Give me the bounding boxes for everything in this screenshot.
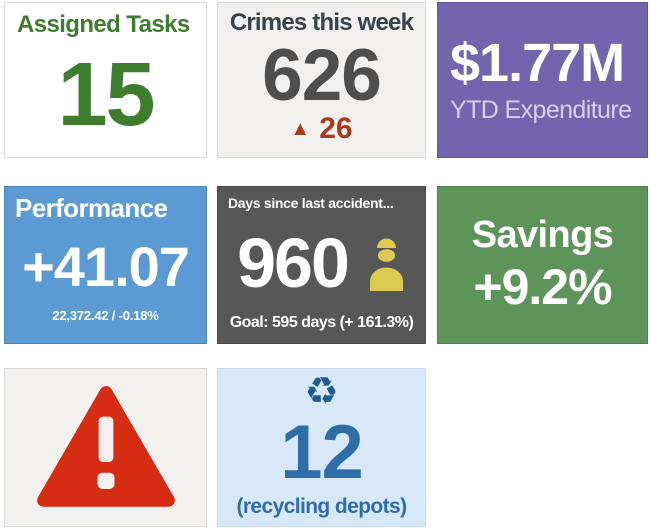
warning-triangle-icon bbox=[35, 382, 177, 513]
recycle-icon: ♻ bbox=[304, 371, 339, 413]
performance-detail: 22,372.42 / -0.18% bbox=[52, 308, 159, 323]
crimes-delta: ▲ 26 bbox=[290, 114, 352, 144]
recycling-value: 12 bbox=[280, 410, 364, 495]
card-savings: Savings +9.2% bbox=[437, 186, 648, 344]
card-performance: Performance +41.07 22,372.42 / -0.18% bbox=[4, 186, 207, 344]
expenditure-value: $1.77M bbox=[450, 32, 625, 93]
accident-value-row: 960 bbox=[218, 211, 425, 314]
savings-value: +9.2% bbox=[473, 259, 612, 316]
crimes-title: Crimes this week bbox=[229, 9, 414, 36]
performance-title: Performance bbox=[15, 193, 168, 223]
assigned-tasks-title: Assigned Tasks bbox=[17, 11, 190, 38]
card-days-since-accident: Days since last accident... 960 Goal: 59… bbox=[217, 186, 426, 344]
accident-value: 960 bbox=[237, 223, 350, 302]
card-recycling: ♻ 12 (recycling depots) bbox=[217, 368, 426, 527]
card-alert bbox=[4, 368, 207, 527]
accident-title: Days since last accident... bbox=[228, 195, 394, 211]
crimes-value: 626 bbox=[262, 35, 382, 116]
accident-goal: Goal: 595 days (+ 161.3%) bbox=[229, 314, 414, 331]
assigned-tasks-value: 15 bbox=[57, 44, 155, 145]
card-assigned-tasks: Assigned Tasks 15 bbox=[4, 2, 207, 158]
crimes-delta-value: 26 bbox=[319, 112, 353, 145]
card-ytd-expenditure: $1.77M YTD Expenditure bbox=[437, 2, 648, 158]
worker-icon bbox=[366, 235, 406, 291]
savings-title: Savings bbox=[471, 213, 614, 256]
recycling-label: (recycling depots) bbox=[236, 495, 407, 518]
card-crimes-this-week: Crimes this week 626 ▲ 26 bbox=[217, 2, 426, 158]
expenditure-label: YTD Expenditure bbox=[450, 96, 632, 125]
up-triangle-icon: ▲ bbox=[290, 118, 311, 140]
performance-value: +41.07 bbox=[22, 234, 190, 298]
